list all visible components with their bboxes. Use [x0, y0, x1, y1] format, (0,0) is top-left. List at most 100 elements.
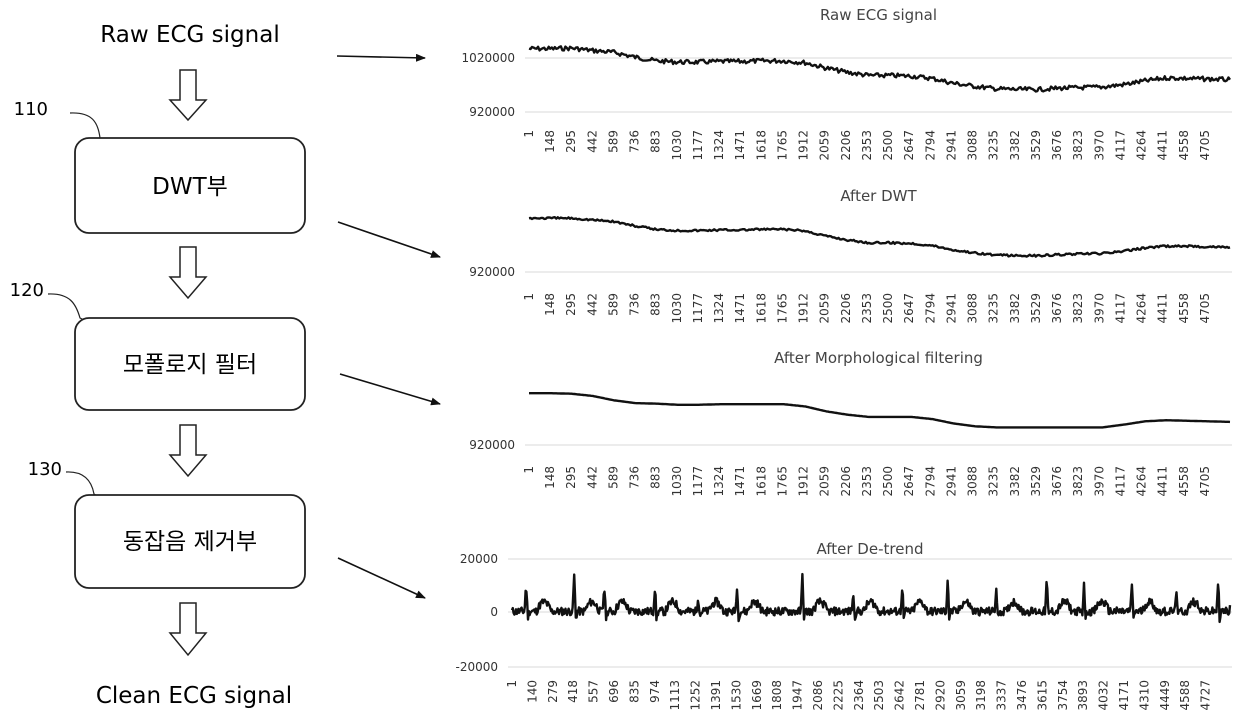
x-tick-label: 557	[587, 680, 601, 703]
x-tick-label: 1177	[691, 293, 705, 324]
x-tick-label: 148	[543, 130, 557, 153]
x-tick-label: 279	[546, 680, 560, 703]
x-tick-label: 1177	[691, 130, 705, 161]
x-tick-label: 1	[505, 680, 519, 688]
x-tick-label: 1765	[775, 293, 789, 324]
x-tick-label: 3235	[987, 466, 1001, 497]
y-tick-label: 0	[490, 605, 498, 619]
x-tick-label: 835	[627, 680, 641, 703]
x-tick-label: 4117	[1113, 466, 1127, 497]
x-tick-label: 4310	[1137, 680, 1151, 711]
y-tick-label: 920000	[469, 438, 515, 452]
x-tick-label: 3235	[987, 293, 1001, 324]
x-tick-label: 1391	[709, 680, 723, 711]
x-tick-label: 442	[585, 130, 599, 153]
x-tick-label: 3059	[954, 680, 968, 711]
x-tick-label: 4117	[1113, 293, 1127, 324]
x-tick-label: 2503	[872, 680, 886, 711]
x-tick-label: 3754	[1056, 680, 1070, 711]
x-tick-label: 4264	[1135, 466, 1149, 497]
x-tick-label: 2647	[902, 293, 916, 324]
x-tick-label: 3676	[1050, 130, 1064, 161]
x-tick-label: 2206	[839, 466, 853, 497]
x-tick-label: 2353	[860, 293, 874, 324]
x-tick-label: 2500	[881, 130, 895, 161]
x-tick-label: 4449	[1158, 680, 1172, 711]
x-tick-label: 140	[525, 680, 539, 703]
x-tick-label: 589	[606, 130, 620, 153]
x-tick-label: 1912	[797, 130, 811, 161]
x-tick-label: 2500	[881, 293, 895, 324]
x-tick-label: 3823	[1071, 130, 1085, 161]
x-tick-label: 3382	[1008, 293, 1022, 324]
x-tick-label: 3615	[1035, 680, 1049, 711]
x-tick-label: 1	[522, 130, 536, 138]
series-line	[529, 46, 1230, 91]
x-tick-label: 3088	[966, 466, 980, 497]
x-tick-label: 2059	[818, 466, 832, 497]
x-tick-label: 2920	[933, 680, 947, 711]
arrow-to-detrend-chart	[338, 558, 425, 598]
x-tick-label: 3676	[1050, 466, 1064, 497]
x-tick-label: 1177	[691, 466, 705, 497]
x-tick-label: 1113	[668, 680, 682, 711]
x-tick-label: 3382	[1008, 130, 1022, 161]
x-tick-label: 3529	[1029, 130, 1043, 161]
x-tick-label: 2206	[839, 293, 853, 324]
leader-line-130	[66, 472, 100, 498]
x-tick-label: 1324	[712, 466, 726, 497]
x-tick-label: 295	[564, 293, 578, 316]
x-tick-label: 3676	[1050, 293, 1064, 324]
x-tick-label: 736	[628, 293, 642, 316]
x-tick-label: 3970	[1092, 293, 1106, 324]
morphology-filter-block-label: 모폴로지 필터	[123, 352, 257, 378]
y-tick-label: 920000	[469, 265, 515, 279]
x-tick-label: 1947	[791, 680, 805, 711]
x-tick-label: 736	[628, 466, 642, 489]
x-tick-label: 1324	[712, 130, 726, 161]
arrow-to-dwt-chart	[338, 222, 440, 257]
x-tick-label: 883	[649, 293, 663, 316]
ref-label-130: 130	[28, 459, 62, 480]
x-tick-label: 1618	[754, 466, 768, 497]
x-tick-label: 589	[606, 293, 620, 316]
x-tick-label: 1669	[750, 680, 764, 711]
x-tick-label: 1471	[733, 130, 747, 161]
x-tick-label: 442	[585, 293, 599, 316]
x-tick-label: 442	[585, 466, 599, 489]
x-tick-label: 1618	[754, 293, 768, 324]
x-tick-label: 696	[607, 680, 621, 703]
x-tick-label: 1030	[670, 466, 684, 497]
x-tick-label: 1808	[770, 680, 784, 711]
x-tick-label: 883	[649, 466, 663, 489]
ref-label-120: 120	[10, 280, 44, 301]
x-tick-label: 1765	[775, 130, 789, 161]
x-tick-label: 4558	[1177, 130, 1191, 161]
x-tick-label: 1912	[797, 466, 811, 497]
x-tick-label: 2642	[893, 680, 907, 711]
chart-4: After De-trend200000-2000011402794185576…	[455, 540, 1232, 711]
dwt-block-label: DWT부	[152, 174, 228, 200]
x-tick-label: 3198	[974, 680, 988, 711]
x-tick-label: 148	[543, 466, 557, 489]
chart-title: After De-trend	[817, 540, 924, 558]
y-tick-label: 20000	[460, 552, 498, 566]
chart-title: Raw ECG signal	[820, 6, 937, 24]
x-tick-label: 3235	[987, 130, 1001, 161]
x-tick-label: 1	[522, 466, 536, 474]
series-line	[529, 393, 1230, 427]
x-tick-label: 3088	[966, 293, 980, 324]
x-tick-label: 2941	[944, 293, 958, 324]
x-tick-label: 1471	[733, 293, 747, 324]
x-tick-label: 295	[564, 130, 578, 153]
x-tick-label: 4411	[1156, 466, 1170, 497]
x-tick-label: 2059	[818, 130, 832, 161]
chart-1: Raw ECG signal10200009200001148295442589…	[462, 6, 1232, 161]
x-tick-label: 2353	[860, 130, 874, 161]
x-tick-label: 4558	[1177, 466, 1191, 497]
down-arrow-icon	[170, 70, 206, 120]
x-tick-label: 4117	[1113, 130, 1127, 161]
output-label: Clean ECG signal	[96, 683, 292, 709]
x-tick-label: 2794	[923, 293, 937, 324]
